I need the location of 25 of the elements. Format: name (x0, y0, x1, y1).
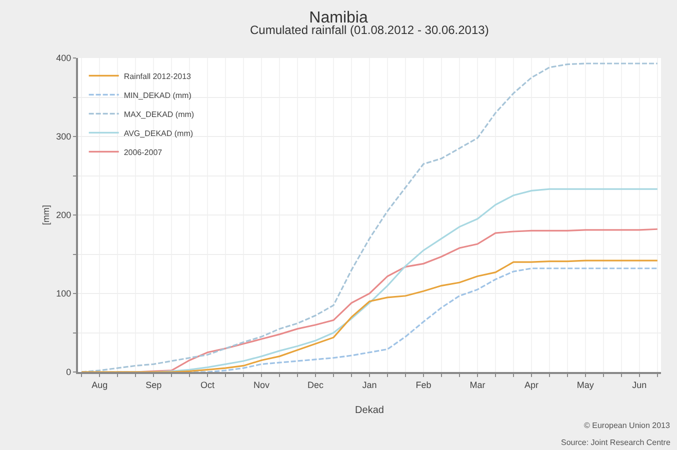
legend-label: MAX_DEKAD (mm) (124, 110, 194, 119)
text: © European Union 2013 (584, 421, 671, 430)
y-tick-label: 300 (56, 132, 72, 142)
x-tick-label: Mar (470, 380, 486, 390)
x-tick-label: Oct (200, 380, 216, 390)
legend-label: AVG_DEKAD (mm) (124, 128, 194, 138)
y-tick-label: 100 (56, 288, 72, 299)
x-tick-label: Dec (308, 380, 324, 390)
x-tick-label: Feb (416, 380, 432, 390)
x-tick-label: Aug (92, 380, 108, 390)
x-axis-title: Dekad (355, 405, 384, 416)
y-tick-label: 0 (66, 367, 72, 378)
x-tick-label: Jun (632, 380, 647, 390)
y-tick-label: 200 (56, 210, 72, 220)
y-tick-label: 400 (56, 53, 72, 64)
legend-label: Rainfall 2012-2013 (124, 72, 192, 81)
legend-label: MIN_DEKAD (mm) (124, 90, 192, 100)
source-note: Source: Joint Research Centre (561, 438, 671, 447)
x-tick-label: Apr (524, 380, 538, 390)
legend-label: 2006-2007 (124, 148, 163, 157)
x-tick-label: Jan (362, 380, 377, 390)
x-tick-label: May (576, 380, 594, 390)
x-tick-label: Nov (254, 380, 270, 390)
x-tick-label: Sep (146, 380, 162, 390)
y-axis-title: [mm] (41, 205, 51, 225)
